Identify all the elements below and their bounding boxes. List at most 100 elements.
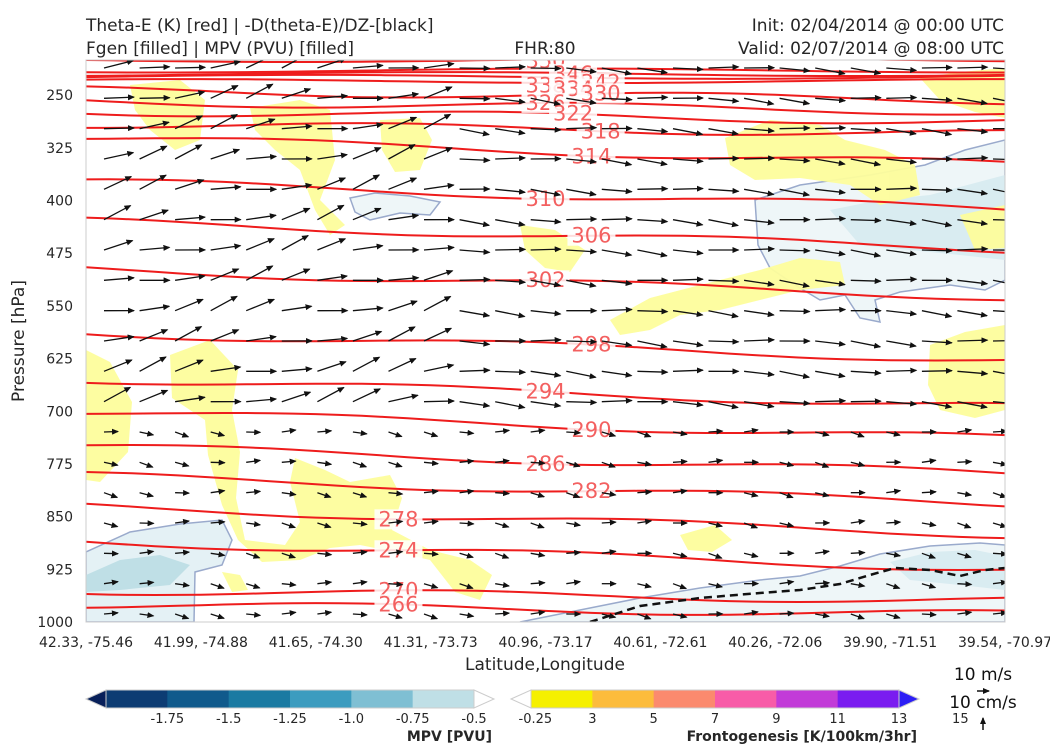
wind-arrow [388,116,418,130]
wind-arrow [174,359,204,372]
wind-arrow [815,249,846,257]
wind-arrow [921,401,953,409]
wind-arrow [743,401,775,409]
wind-arrow [530,580,546,587]
contour-label-background [549,103,598,124]
wind-arrow [672,340,704,348]
theta-e-line-306 [86,216,1005,254]
wind-arrow [957,581,973,588]
wind-arrow [530,246,562,253]
wind-arrow [566,399,598,406]
wind-arrow [495,401,526,410]
wind-arrow [174,178,205,190]
wind-arrow [281,207,311,221]
contour-label-background [374,594,423,615]
wind-arrow [815,188,846,196]
wind-arrow [815,549,830,556]
wind-arrow [246,396,278,403]
contour-label-314: 314 [571,144,611,168]
wind-arrow [246,334,277,342]
contour-label-290: 290 [571,418,611,442]
wind-arrow [388,177,418,190]
wind-arrow [672,612,688,619]
wind-arrow [886,128,917,136]
fgen-region-13 [222,572,248,592]
wind-arrow [423,86,453,99]
wind-arrow [850,369,882,376]
wind-arrow [281,87,312,99]
contour-label-background [521,60,570,72]
wind-arrow [779,521,795,528]
wind-arrow [495,188,526,195]
wind-arrow [886,551,902,558]
y-axis-label: Pressure [hPa] [9,280,29,402]
wind-arrow [779,157,811,164]
fgen-region-6 [725,120,920,205]
wind-arrow [957,427,973,434]
wind-arrow [495,219,526,227]
wind-arrow [245,298,276,312]
wind-arrow [103,176,133,190]
wind-arrow [992,97,1005,102]
wind-arrow [352,461,368,468]
wind-arrow [708,219,739,228]
wind-arrow [601,397,633,404]
valid-time: Valid: 02/07/2014 @ 08:00 UTC [738,39,1004,59]
wind-arrow [743,491,759,498]
wind-arrow [566,216,598,223]
forecast-hour: FHR:80 [514,39,575,59]
wind-arrow [210,551,226,558]
wind-arrow [175,581,190,588]
wind-arrow [815,215,847,222]
contour-label-310: 310 [525,187,565,211]
colorbar-tick-label: 15 [952,712,969,727]
wind-arrow [530,492,546,498]
wind-arrow [352,611,368,618]
colorbar-tick-label: 3 [588,712,596,727]
wind-arrow [815,430,830,437]
wind-arrow [317,152,348,160]
wind-arrow [744,337,776,344]
wind-arrow [814,461,830,468]
wind-arrow [886,249,917,257]
wind-arrow [743,522,759,529]
wind-arrow [388,519,404,526]
wind-arrow [459,520,475,527]
wind-arrow [103,275,135,282]
wind-arrow [957,552,972,559]
wind-arrow [779,97,811,106]
y-tick-label: 250 [46,88,73,104]
wind-arrow [744,279,775,287]
fgen-region-2 [250,100,345,235]
wind-arrow [744,219,775,226]
wind-arrow [103,334,135,342]
wind-arrow [103,579,119,586]
wind-arrow [175,273,206,281]
wind-arrow [850,398,882,405]
wind-arrow [281,60,299,69]
wind-arrow [921,489,937,496]
wind-arrow [210,364,242,372]
wind-arrow [245,238,275,251]
wind-arrow [423,269,454,281]
colorbar-extend-right [898,689,921,709]
wind-arrow [672,128,704,137]
wind-arrow [530,401,562,409]
wind-arrow [637,94,669,101]
wind-arrow [459,248,491,255]
wind-arrow [530,126,562,133]
wind-arrow [957,279,989,287]
wind-arrow [459,488,475,495]
wind-arrow [139,304,171,312]
wind-arrow [352,62,384,69]
wind-arrow [423,113,452,130]
wind-arrow [175,518,190,525]
wind-arrow [779,492,794,499]
wind-arrow [708,310,739,319]
theta-e-line-278 [86,502,1005,540]
wind-arrow [921,247,953,254]
wind-arrow [672,157,704,164]
wind-arrow [423,295,452,312]
wind-arrow [850,249,882,258]
